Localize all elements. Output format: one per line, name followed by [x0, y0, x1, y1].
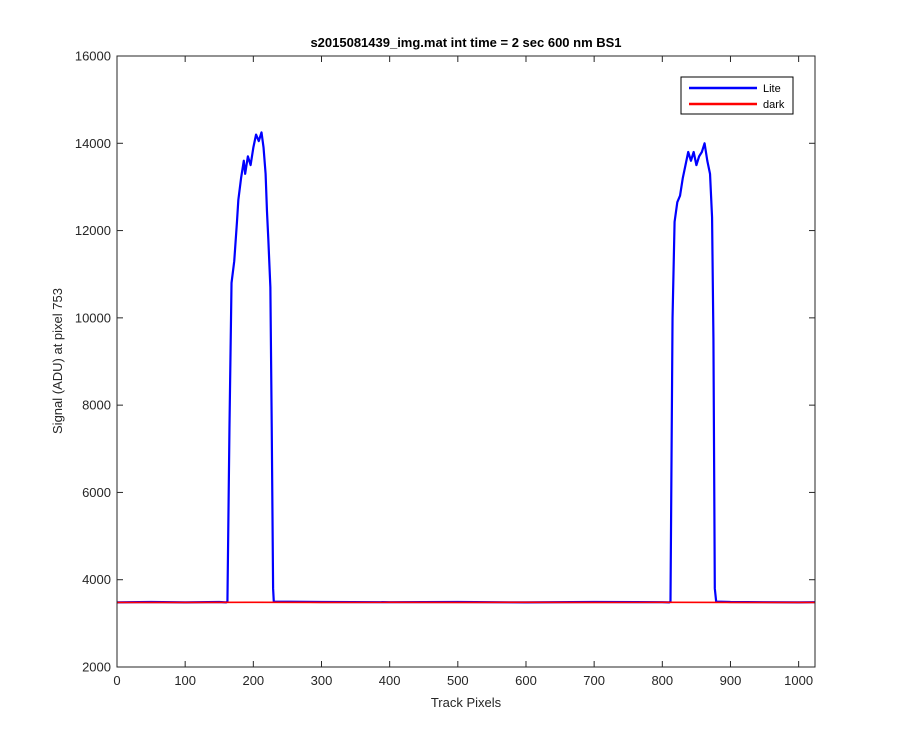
- legend-label-lite: Lite: [763, 83, 781, 95]
- x-tick-label: 500: [447, 673, 469, 688]
- x-axis-label: Track Pixels: [431, 695, 502, 710]
- x-tick-label: 400: [379, 673, 401, 688]
- plot-area: 0 100 200 300 400 500 600 700 800 900 1000 2000 4000…: [75, 49, 816, 688]
- y-tick-label: 6000: [82, 485, 111, 500]
- y-tick-label: 8000: [82, 398, 111, 413]
- x-tick-label: 600: [515, 673, 537, 688]
- y-tick-label: 2000: [82, 660, 111, 675]
- x-tick-label: 200: [242, 673, 264, 688]
- y-tick-label: 4000: [82, 572, 111, 587]
- x-tick-label: 300: [311, 673, 333, 688]
- legend: Lite dark: [680, 76, 794, 115]
- y-tick-label: 16000: [75, 49, 111, 64]
- x-tick-label: 1000: [784, 673, 813, 688]
- x-tick-label: 700: [583, 673, 605, 688]
- axes-box: [116, 55, 816, 668]
- x-tick-label: 900: [720, 673, 742, 688]
- x-tick-label: 800: [651, 673, 673, 688]
- y-tick-label: 10000: [75, 310, 111, 325]
- y-tick-label: 12000: [75, 223, 111, 238]
- x-tick-label: 100: [174, 673, 196, 688]
- chart-title: s2015081439_img.mat int time = 2 sec 600…: [310, 35, 621, 50]
- y-axis-label: Signal (ADU) at pixel 753: [50, 288, 65, 434]
- legend-label-dark: dark: [763, 99, 785, 111]
- series-line-lite: [116, 131, 816, 604]
- legend-box: [680, 76, 794, 115]
- x-tick-label: 0: [113, 673, 120, 688]
- y-tick-label: 14000: [75, 136, 111, 151]
